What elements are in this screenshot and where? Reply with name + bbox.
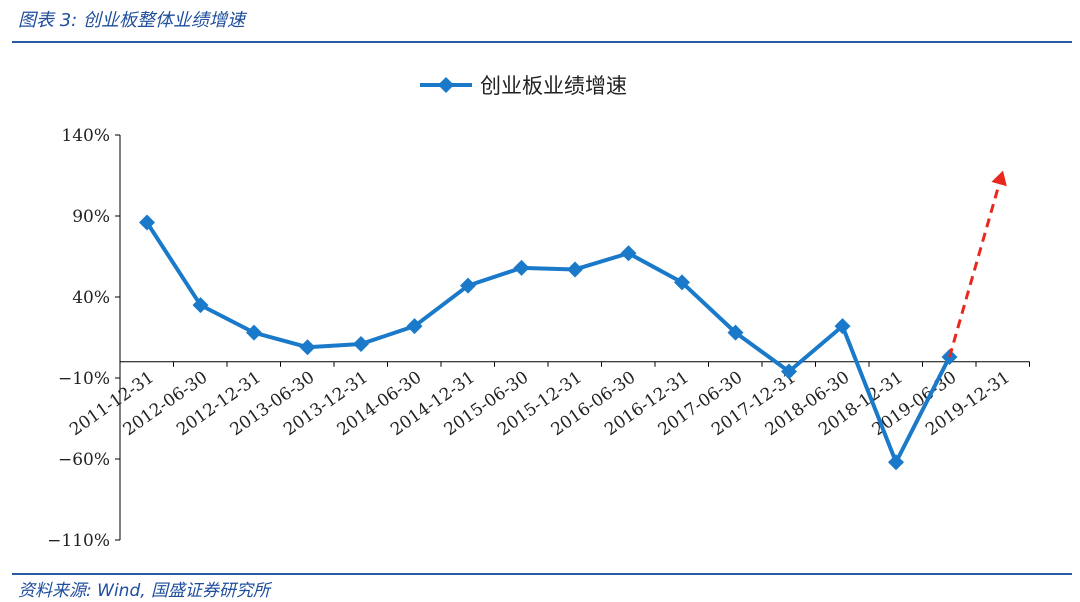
data-point-marker [139,214,155,231]
data-point-marker [567,261,583,278]
trend-arrow-head [991,170,1007,187]
trend-arrow-line [948,183,1001,358]
source-note: 资料来源: Wind, 国盛证券研究所 [18,581,271,601]
y-tick-label: 40% [72,288,110,308]
data-point-marker [192,297,209,314]
data-point-marker [353,335,369,352]
data-point-marker [834,318,851,335]
y-tick-label: −60% [58,450,110,470]
y-tick-label: −10% [58,369,110,389]
data-point-marker [406,318,423,335]
y-tick-label: 90% [72,207,110,227]
top-divider [12,41,1072,43]
legend-marker [438,77,454,93]
y-tick-label: 140% [61,126,110,146]
data-point-marker [727,324,744,341]
data-point-marker [246,324,262,341]
series-line [145,221,952,465]
data-point-marker [888,454,904,471]
legend-label: 创业板业绩增速 [480,74,627,98]
data-point-marker [513,259,530,276]
data-point-marker [620,245,637,262]
y-tick-label: −110% [47,531,110,551]
bottom-divider [12,573,1072,575]
figure-title: 图表 3: 创业板整体业绩增速 [18,10,245,31]
data-point-marker [781,363,797,380]
data-point-marker [299,339,316,356]
data-point-marker [460,277,476,294]
data-point-marker [674,274,690,291]
